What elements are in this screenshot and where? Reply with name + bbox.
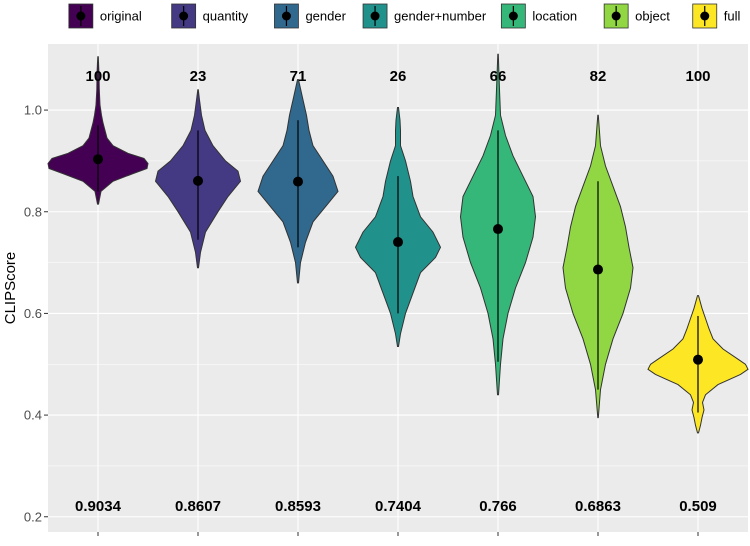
legend-label-original: original <box>100 9 142 24</box>
mean-label-original: 0.9034 <box>75 498 122 515</box>
violin-gender <box>257 79 339 284</box>
legend-label-full: full <box>724 9 741 24</box>
mean-point-gender+number <box>393 237 403 248</box>
violin-object <box>562 114 634 419</box>
legend-key-point <box>281 11 291 21</box>
y-tick-label: 0.4 <box>24 408 42 423</box>
y-tick-label: 0.6 <box>24 306 42 321</box>
count-label-quantity: 23 <box>190 68 207 85</box>
legend-key-point <box>700 11 710 21</box>
violins <box>47 53 749 434</box>
violin-location <box>459 53 537 396</box>
violin-full <box>647 295 749 434</box>
legend-item-location: location <box>500 3 577 29</box>
mean-point-object <box>593 264 603 275</box>
legend-item-object: object <box>603 3 670 29</box>
violin-original <box>47 56 149 205</box>
y-tick-label: 1.0 <box>24 103 42 118</box>
mean-point-location <box>493 224 503 235</box>
mean-label-gender: 0.8593 <box>275 498 321 515</box>
legend-item-original: original <box>68 3 142 29</box>
violin-quantity <box>154 89 242 269</box>
legend-key-point <box>508 11 518 21</box>
legend-key-point <box>611 11 621 21</box>
annotations: 100 0.9034 23 0.8607 71 0.8593 26 0.7404 66 0.766… <box>75 68 717 515</box>
mean-label-location: 0.766 <box>479 498 517 515</box>
y-tick-label: 0.2 <box>24 509 42 524</box>
count-label-object: 82 <box>590 68 607 85</box>
legend-item-quantity: quantity <box>171 3 249 29</box>
legend-label-object: object <box>635 9 670 24</box>
count-label-original: 100 <box>85 68 110 85</box>
y-axis-title: CLIPScore <box>2 252 19 325</box>
legend-label-gender+number: gender+number <box>394 9 487 24</box>
mean-point-full <box>693 354 703 365</box>
violin-gender+number <box>354 107 442 347</box>
legend-key-point <box>370 11 380 21</box>
legend-item-gender: gender <box>274 3 347 29</box>
count-label-gender: 71 <box>290 68 307 85</box>
legend-label-location: location <box>532 9 577 24</box>
count-label-gender+number: 26 <box>390 68 407 85</box>
legend: original quantity gender gender+number locat… <box>68 3 741 29</box>
y-tick-label: 0.8 <box>24 204 42 219</box>
mean-label-full: 0.509 <box>679 498 717 515</box>
mean-point-quantity <box>193 175 203 186</box>
legend-label-quantity: quantity <box>203 9 249 24</box>
mean-label-quantity: 0.8607 <box>175 498 221 515</box>
legend-item-gender+number: gender+number <box>362 3 487 29</box>
mean-point-gender <box>293 176 303 187</box>
mean-label-object: 0.6863 <box>575 498 621 515</box>
legend-item-full: full <box>692 3 741 29</box>
legend-key-point <box>76 11 86 21</box>
legend-label-gender: gender <box>305 9 346 24</box>
axes: 0.2 0.4 0.6 0.8 1.0 <box>24 103 699 536</box>
mean-point-original <box>93 154 103 165</box>
count-label-full: 100 <box>685 68 710 85</box>
mean-label-gender+number: 0.7404 <box>375 498 422 515</box>
legend-key-point <box>179 11 189 21</box>
count-label-location: 66 <box>490 68 507 85</box>
